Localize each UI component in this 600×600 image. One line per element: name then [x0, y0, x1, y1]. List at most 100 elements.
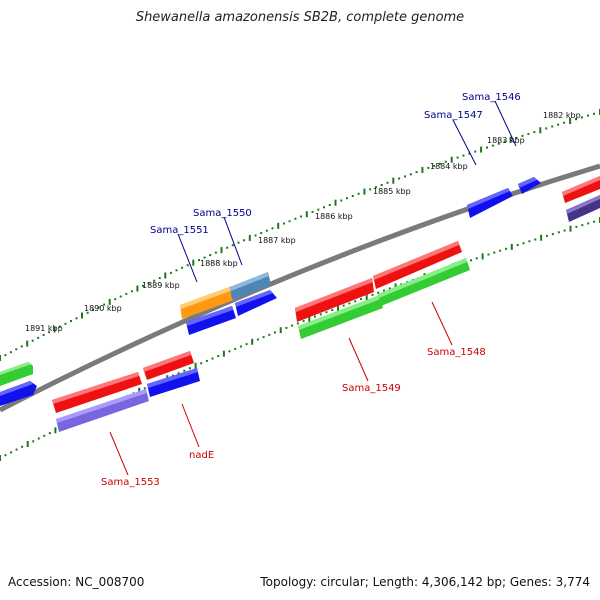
scale-outer-tick	[474, 150, 477, 153]
gene-label-sama-1549[interactable]: Sama_1549	[342, 383, 401, 394]
scale-outer-tick	[456, 156, 459, 159]
scale-inner-tick	[205, 359, 208, 362]
scale-inner-tick	[365, 294, 368, 300]
gene-blue-sama-1546[interactable]	[518, 177, 541, 194]
scale-outer-tick	[53, 326, 56, 333]
scale-outer-tick	[486, 146, 488, 149]
scale-outer-tick	[300, 215, 303, 218]
scale-outer-tick	[593, 112, 595, 115]
map-title: Shewanella amazonensis SB2B, complete ge…	[135, 10, 465, 25]
scale-outer-tick	[86, 311, 89, 314]
gene-red-sama-1549[interactable]	[295, 278, 374, 322]
gene-blue-left[interactable]	[0, 381, 37, 406]
scale-label-1890: 1890 kbp	[84, 304, 122, 313]
scale-outer-tick	[380, 184, 383, 186]
scale-inner-tick	[256, 338, 259, 341]
scale-outer-tick	[587, 114, 589, 117]
scale-outer-tick	[15, 348, 18, 351]
gene-red-sama-1548[interactable]	[373, 241, 462, 289]
scale-outer-tick	[334, 199, 337, 206]
scale-inner-tick	[308, 315, 311, 322]
gene-label-sama-1547[interactable]: Sama_1547	[424, 110, 483, 121]
scale-inner-tick	[143, 387, 146, 390]
scale-outer-tick	[231, 244, 234, 247]
scale-label-1883: 1883 kbp	[487, 136, 525, 145]
scale-inner-tick	[394, 283, 397, 290]
scale-outer-tick	[545, 127, 548, 130]
scale-inner-tick	[360, 298, 362, 301]
scale-outer-tick	[59, 325, 61, 328]
scale-inner-tick	[516, 244, 519, 246]
gene-purple-sama-1553[interactable]	[56, 389, 149, 432]
gene-blue-nade[interactable]	[147, 368, 200, 397]
scale-inner-tick	[194, 362, 197, 369]
gene-orange-sama-1551[interactable]	[180, 286, 234, 319]
scale-inner-tick	[575, 225, 578, 228]
scale-outer-tick	[271, 227, 274, 230]
scale-outer-tick	[497, 142, 500, 145]
scale-outer-tick	[265, 229, 268, 232]
scale-outer	[0, 109, 600, 361]
scale-inner-tick	[279, 327, 282, 334]
gene-green-sama-1549[interactable]	[298, 295, 383, 339]
scale-inner-tick	[245, 343, 248, 346]
callout-sama-1550	[223, 216, 243, 266]
callout-sama-1548	[431, 301, 453, 346]
scale-inner-tick	[200, 362, 203, 365]
scale-outer-tick	[450, 156, 453, 163]
gene-label-sama-1553[interactable]: Sama_1553	[101, 477, 160, 488]
scale-inner-tick	[546, 234, 548, 237]
scale-outer-tick	[0, 355, 1, 361]
scale-outer-tick	[404, 175, 406, 178]
scale-outer-tick	[226, 246, 229, 249]
scale-inner-tick	[569, 225, 572, 232]
scale-outer-tick	[186, 264, 189, 267]
callout-sama-1547	[452, 119, 477, 166]
scale-outer-tick	[248, 234, 251, 241]
gene-navy-right[interactable]	[566, 195, 600, 222]
scale-label-1889: 1889 kbp	[142, 281, 180, 290]
scale-outer-tick	[64, 322, 67, 325]
gene-red-sama-1553[interactable]	[52, 372, 142, 413]
gene-red-right[interactable]	[562, 176, 600, 203]
scale-inner-tick	[211, 357, 214, 360]
scale-outer-tick	[433, 164, 436, 167]
scale-outer-tick	[557, 123, 560, 126]
gene-red-nade[interactable]	[143, 351, 194, 380]
scale-outer-tick	[374, 186, 377, 189]
gene-blue-sama-1551-rev[interactable]	[186, 306, 236, 335]
gene-label-sama-1546[interactable]: Sama_1546	[462, 92, 521, 103]
scale-inner-tick	[177, 372, 180, 375]
scale-inner-tick	[43, 434, 46, 437]
scale-outer-tick	[515, 136, 518, 139]
scale-labels: 1882 kbp 1883 kbp 1884 kbp 1885 kbp 1886…	[25, 111, 581, 333]
scale-outer-tick	[503, 140, 506, 143]
scale-inner-tick	[499, 249, 502, 252]
gene-label-nade[interactable]: nadE	[189, 450, 214, 461]
scale-inner-tick	[487, 253, 490, 256]
scale-outer-tick	[409, 173, 412, 176]
scale-outer-tick	[114, 298, 117, 301]
scale-inner-tick	[234, 347, 237, 350]
scale-inner-tick	[10, 451, 13, 454]
scale-outer-tick	[491, 144, 494, 147]
scale-outer-tick	[26, 340, 29, 347]
scale-outer-tick	[282, 222, 285, 225]
scale-inner-tick	[481, 253, 484, 260]
scale-inner-tick	[48, 432, 51, 435]
scale-inner-tick	[222, 350, 225, 357]
callout-sama-1551	[177, 233, 198, 283]
gene-labels: Sama_1546 Sama_1547 Sama_1550 Sama_1551 …	[101, 92, 521, 488]
gene-label-sama-1550[interactable]: Sama_1550	[193, 208, 252, 219]
gene-green-left[interactable]	[0, 362, 33, 386]
gene-blue-sama-1550-rev[interactable]	[235, 290, 277, 316]
gene-green-sama-1548[interactable]	[378, 258, 470, 306]
gene-steel-sama-1550[interactable]	[230, 272, 271, 300]
gene-blue-sama-1547[interactable]	[467, 188, 513, 218]
scale-inner-tick	[557, 231, 560, 234]
scale-inner-tick	[319, 313, 322, 316]
gene-label-sama-1548[interactable]: Sama_1548	[427, 347, 486, 358]
scale-outer-tick	[539, 127, 542, 134]
gene-label-sama-1551[interactable]: Sama_1551	[150, 225, 209, 236]
